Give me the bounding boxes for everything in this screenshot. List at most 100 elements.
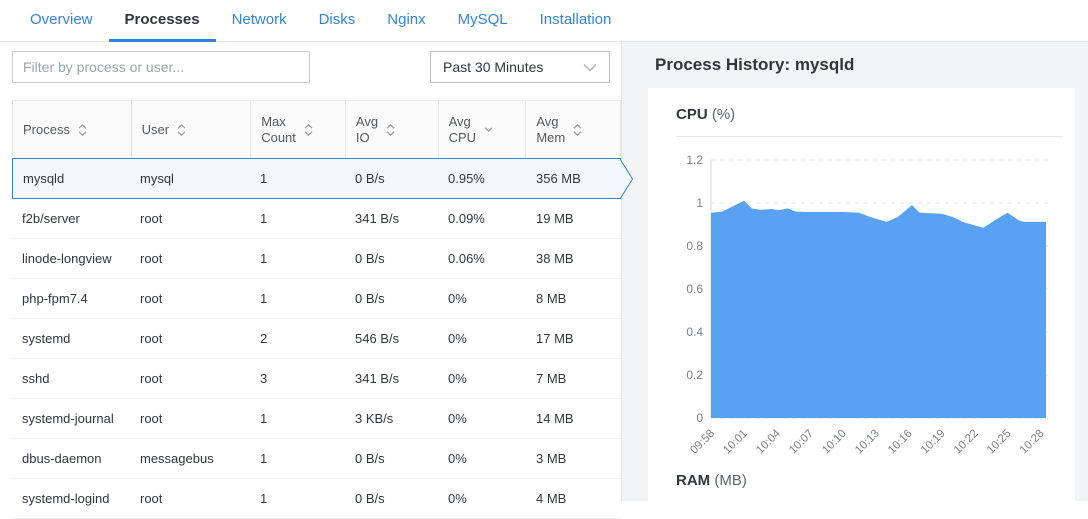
cell-max-count: 1 (260, 451, 268, 466)
panel-title: Process History: mysqld (655, 55, 855, 74)
cell-user: root (140, 491, 163, 506)
table-row-sshd[interactable]: sshd root 3 341 B/s 0% 7 MB (12, 359, 621, 399)
chevron-down-icon (583, 59, 597, 75)
main-area: Past 30 Minutes Process User Max Count Avg … (0, 42, 1088, 519)
selected-row-arrow (620, 158, 634, 200)
cell-process: systemd-logind (22, 491, 110, 506)
cell-avg-io: 341 B/s (355, 211, 400, 226)
svg-text:0.6: 0.6 (686, 282, 703, 296)
ram-chart-title: RAM (MB) (676, 472, 1063, 489)
column-header-user[interactable]: User (130, 101, 251, 158)
process-table-header: Process User Max Count Avg IO Avg CPU Avg Mem (12, 100, 621, 158)
cell-max-count: 1 (260, 251, 268, 266)
svg-text:0: 0 (696, 411, 703, 425)
column-label: Process (23, 121, 70, 137)
cell-avg-io: 0 B/s (355, 491, 385, 506)
svg-text:09:58: 09:58 (688, 428, 717, 457)
cell-user: root (140, 291, 163, 306)
column-header-avg-io[interactable]: Avg IO (344, 101, 438, 158)
cell-user: root (140, 211, 163, 226)
svg-text:10:10: 10:10 (820, 428, 849, 457)
cell-avg-cpu: 0% (448, 371, 467, 386)
process-table: Process User Max Count Avg IO Avg CPU Avg Mem… (12, 100, 634, 519)
tab-nginx[interactable]: Nginx (387, 11, 426, 28)
svg-text:10:25: 10:25 (985, 428, 1014, 457)
cell-avg-cpu: 0% (448, 291, 467, 306)
cell-max-count: 1 (260, 211, 268, 226)
time-range-select[interactable]: Past 30 Minutes (430, 51, 610, 83)
cell-avg-io: 0 B/s (355, 171, 385, 186)
cell-avg-mem: 19 MB (536, 211, 574, 226)
tab-installation[interactable]: Installation (539, 11, 612, 28)
column-label: Max Count (261, 113, 296, 145)
cpu-unit-label: (%) (711, 106, 736, 123)
cell-process: linode-longview (22, 251, 112, 266)
cell-user: root (140, 251, 163, 266)
cell-process: f2b/server (22, 211, 80, 226)
history-card: CPU (%) 0 0.2 0.4 0.6 0.8 1 1.2 09:58 10:01 10:04… (648, 88, 1075, 501)
svg-text:10:04: 10:04 (754, 427, 783, 456)
table-row-dbus-daemon[interactable]: dbus-daemon messagebus 1 0 B/s 0% 3 MB (12, 439, 621, 479)
table-row-f2b-server[interactable]: f2b/server root 1 341 B/s 0.09% 19 MB (12, 199, 621, 239)
tab-bar: Overview Processes Network Disks Nginx MySQL I… (0, 0, 1088, 42)
sort-both-icon (573, 123, 582, 136)
column-header-max-count[interactable]: Max Count (250, 101, 345, 158)
column-label: User (141, 121, 170, 137)
cell-max-count: 2 (260, 331, 268, 346)
cell-max-count: 1 (260, 411, 268, 426)
cell-avg-io: 341 B/s (355, 371, 400, 386)
cell-avg-io: 0 B/s (355, 451, 385, 466)
ram-unit-label: (MB) (714, 472, 747, 489)
svg-text:1: 1 (696, 196, 703, 210)
sort-both-icon (177, 123, 186, 136)
cell-avg-io: 546 B/s (355, 331, 400, 346)
column-header-avg-mem[interactable]: Avg Mem (525, 101, 620, 158)
cell-user: root (140, 371, 163, 386)
process-table-body: mysqld mysql 1 0 B/s 0.95% 356 MB f2b/server ro… (12, 158, 634, 519)
table-row-mysqld[interactable]: mysqld mysql 1 0 B/s 0.95% 356 MB (12, 158, 634, 200)
cell-process: dbus-daemon (22, 451, 102, 466)
cell-avg-mem: 3 MB (536, 451, 567, 466)
card-divider (676, 136, 1063, 137)
cell-max-count: 1 (260, 291, 268, 306)
cell-avg-io: 0 B/s (355, 251, 385, 266)
table-row-php-fpm7-4[interactable]: php-fpm7.4 root 1 0 B/s 0% 8 MB (12, 279, 621, 319)
tab-overview[interactable]: Overview (30, 11, 93, 28)
cell-avg-cpu: 0.06% (448, 251, 485, 266)
column-header-process[interactable]: Process (13, 101, 131, 158)
svg-text:0.2: 0.2 (686, 368, 703, 382)
table-row-systemd-journal[interactable]: systemd-journal root 1 3 KB/s 0% 14 MB (12, 399, 621, 439)
column-header-avg-cpu[interactable]: Avg CPU (437, 101, 526, 158)
cell-user: messagebus (140, 451, 214, 466)
svg-text:10:19: 10:19 (919, 428, 948, 457)
cell-process: sshd (22, 371, 50, 386)
column-label: Avg Mem (536, 113, 566, 145)
cell-max-count: 3 (260, 371, 268, 386)
cell-avg-mem: 17 MB (536, 331, 574, 346)
process-filter-input[interactable] (12, 51, 310, 83)
cell-process: systemd-journal (22, 411, 114, 426)
cell-max-count: 1 (260, 491, 268, 506)
table-row-linode-longview[interactable]: linode-longview root 1 0 B/s 0.06% 38 MB (12, 239, 621, 279)
cell-avg-mem: 356 MB (536, 171, 581, 186)
tab-processes[interactable]: Processes (108, 0, 216, 42)
ram-label: RAM (676, 472, 711, 489)
tab-disks[interactable]: Disks (318, 11, 356, 28)
table-row-systemd-logind[interactable]: systemd-logind root 1 0 B/s 0% 4 MB (12, 479, 621, 519)
cell-max-count: 1 (260, 171, 268, 186)
cpu-chart-title: CPU (%) (676, 106, 1063, 123)
tab-mysql[interactable]: MySQL (457, 11, 508, 28)
svg-text:10:01: 10:01 (721, 428, 750, 457)
svg-text:10:22: 10:22 (952, 428, 981, 457)
table-row-systemd[interactable]: systemd root 2 546 B/s 0% 17 MB (12, 319, 621, 359)
tab-network[interactable]: Network (231, 11, 287, 28)
time-range-value: Past 30 Minutes (443, 59, 544, 75)
cell-avg-mem: 14 MB (536, 411, 574, 426)
cell-avg-cpu: 0% (448, 411, 467, 426)
cpu-area-chart: 00.20.40.60.811.209:58 10:01 10:04 10:07 10:… (686, 153, 1048, 457)
sort-both-icon (304, 123, 313, 136)
svg-text:0.8: 0.8 (686, 239, 703, 253)
process-history-panel: Process History: mysqld CPU (%) 0 0.2 0.4 0… (622, 42, 1088, 501)
cpu-label: CPU (676, 106, 708, 123)
cell-user: root (140, 411, 163, 426)
